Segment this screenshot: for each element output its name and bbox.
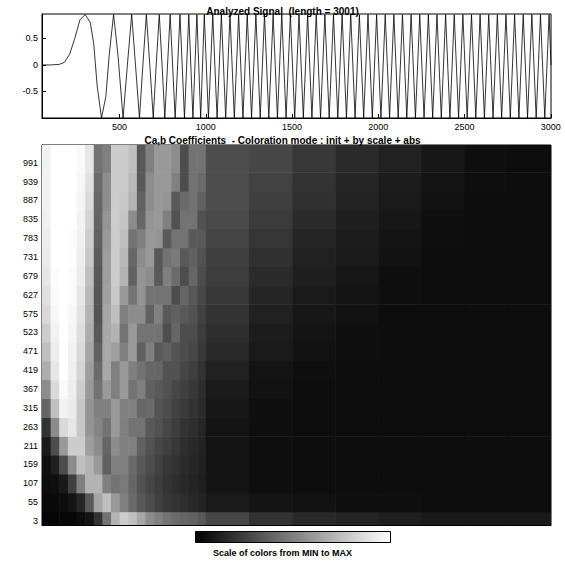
svg-text:159: 159 [23,459,38,469]
svg-text:500: 500 [112,122,127,132]
svg-text:887: 887 [23,195,38,205]
svg-text:Analyzed Signal (length = 300: Analyzed Signal (length = 3001) [206,6,359,17]
svg-text:315: 315 [23,403,38,413]
svg-text:575: 575 [23,309,38,319]
svg-text:1500: 1500 [282,122,302,132]
svg-text:367: 367 [23,384,38,394]
svg-text:523: 523 [23,327,38,337]
svg-text:211: 211 [24,441,38,451]
svg-text:939: 939 [23,177,38,187]
svg-text:471: 471 [23,346,38,356]
svg-text:107: 107 [23,478,38,488]
svg-text:419: 419 [23,365,38,375]
svg-text:0: 0 [33,60,38,70]
svg-text:Scale of colors from MIN to MA: Scale of colors from MIN to MAX [213,548,352,558]
svg-text:263: 263 [23,422,38,432]
svg-text:Ca,b Coefficients - Coloratio: Ca,b Coefficients - Coloration mode : in… [144,135,421,146]
svg-text:2500: 2500 [455,122,475,132]
svg-text:627: 627 [23,290,38,300]
svg-text:3000: 3000 [541,122,561,132]
svg-text:1000: 1000 [196,122,216,132]
svg-text:991: 991 [23,158,38,168]
svg-text:-0.5: -0.5 [22,86,38,96]
svg-text:0.5: 0.5 [25,33,38,43]
svg-text:783: 783 [23,233,38,243]
svg-text:3: 3 [33,516,38,526]
svg-text:679: 679 [23,271,38,281]
svg-text:2000: 2000 [368,122,388,132]
svg-text:835: 835 [23,214,38,224]
svg-text:55: 55 [28,497,38,507]
svg-text:731: 731 [23,252,38,262]
